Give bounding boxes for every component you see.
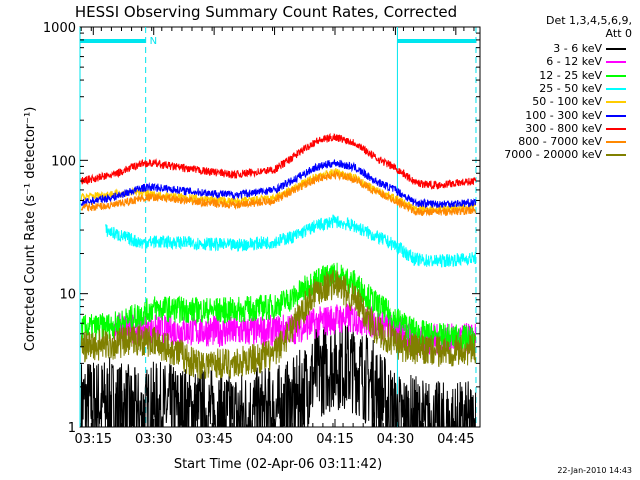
legend-swatch [606,114,626,117]
y-tick-label: 1000 [43,21,76,36]
legend-swatch [606,127,626,130]
x-tick-label: 03:30 [135,432,172,447]
y-axis-label: Corrected Count Rate (s⁻¹ detector⁻¹) [23,107,38,352]
legend-entry-label: 50 - 100 keV [532,95,602,109]
legend-entry-label: 12 - 25 keV [539,68,602,82]
legend-entry-label: 800 - 7000 keV [518,135,602,149]
legend-swatch [606,87,626,90]
series-line [80,262,477,351]
x-tick-label: 03:15 [75,432,112,447]
y-tick-label: 1 [68,421,76,436]
series-line [80,170,477,217]
x-axis-label: Start Time (02-Apr-06 03:11:42) [174,457,382,472]
legend-swatch [606,61,626,64]
series-line [80,159,477,209]
chart-title: HESSI Observing Summary Count Rates, Cor… [75,3,457,21]
legend-entry: 800 - 7000 keV [468,135,632,148]
legend-entry-label: 300 - 800 keV [525,121,602,135]
legend-swatch [606,154,626,157]
legend-entry: 3 - 6 keV [468,42,632,55]
x-tick-label: 04:30 [377,432,414,447]
series-line [80,132,477,190]
legend-entry: 100 - 300 keV [468,109,632,122]
series-line [80,319,477,427]
legend-entry: 6 - 12 keV [468,55,632,68]
footer-date: 22-Jan-2010 14:43 [557,466,632,475]
legend-entry: 25 - 50 keV [468,82,632,95]
y-tick-label: 10 [59,288,76,303]
legend-entry-label: 3 - 6 keV [553,42,602,55]
legend-swatch [606,101,626,104]
x-tick-label: 03:45 [195,432,232,447]
x-tick-label: 04:00 [256,432,293,447]
series-line [105,214,477,268]
legend-swatch [606,74,626,77]
legend-entry-label: 25 - 50 keV [539,81,602,95]
x-tick-label: 04:15 [316,432,353,447]
legend-entry-label: 100 - 300 keV [525,108,602,122]
legend-swatch [606,48,626,50]
night-marker-label: N [150,36,157,47]
plot-frame [79,26,481,428]
legend-entry-label: 6 - 12 keV [546,55,602,69]
legend-title-line-2: Att 0 [605,27,632,40]
legend-entry: 300 - 800 keV [468,122,632,135]
x-tick-label: 04:45 [437,432,474,447]
legend-title-line-1: Det 1,3,4,5,6,9, [545,14,632,27]
legend-entry-label: 7000 - 20000 keV [504,148,602,162]
legend-swatch [606,141,626,144]
legend-entry: 12 - 25 keV [468,69,632,82]
y-tick-label: 100 [51,154,76,169]
legend-entry: 50 - 100 keV [468,95,632,108]
legend-entry: 7000 - 20000 keV [468,148,632,161]
series-line [80,269,477,380]
